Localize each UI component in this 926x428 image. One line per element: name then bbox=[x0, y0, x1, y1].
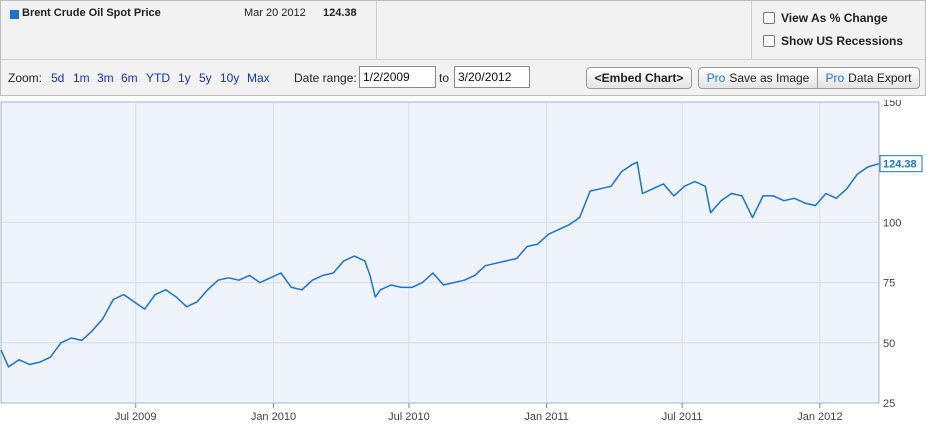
zoom-5y-link[interactable]: 5y bbox=[199, 71, 212, 85]
x-tick-label: Jul 2009 bbox=[115, 411, 157, 423]
pro-tag: Pro bbox=[825, 71, 845, 85]
date-range-label: Date range: bbox=[294, 71, 357, 85]
data-export-label: Data Export bbox=[848, 71, 912, 85]
data-export-button[interactable]: Pro Data Export bbox=[817, 67, 920, 89]
zoom-6m-link[interactable]: 6m bbox=[121, 71, 138, 85]
zoom-row: Zoom: 5d 1m 3m 6m YTD 1y 5y 10y Max Date… bbox=[1, 59, 926, 96]
zoom-1y-link[interactable]: 1y bbox=[178, 71, 191, 85]
y-tick-label: 100 bbox=[883, 217, 901, 229]
plot-area bbox=[0, 101, 880, 404]
series-color-swatch bbox=[10, 10, 19, 19]
zoom-label: Zoom: bbox=[8, 71, 43, 85]
save-as-image-button[interactable]: Pro Save as Image bbox=[698, 67, 818, 89]
zoom-max-link[interactable]: Max bbox=[247, 71, 270, 85]
series-last-value: 124.38 bbox=[323, 7, 357, 19]
view-pct-change-checkbox[interactable] bbox=[763, 12, 775, 24]
x-tick-label: Jul 2010 bbox=[388, 411, 430, 423]
show-recessions-option[interactable]: Show US Recessions bbox=[763, 34, 903, 48]
start-date-input[interactable] bbox=[359, 66, 436, 88]
show-recessions-checkbox[interactable] bbox=[763, 35, 775, 47]
x-tick-label: Jan 2010 bbox=[251, 411, 296, 423]
end-date-input[interactable] bbox=[454, 66, 530, 88]
x-tick-label: Jan 2012 bbox=[797, 411, 842, 423]
chart-toolbar: Brent Crude Oil Spot Price Mar 20 2012 1… bbox=[0, 0, 926, 96]
pro-tag: Pro bbox=[706, 71, 726, 85]
save-as-image-label: Save as Image bbox=[729, 71, 810, 85]
show-recessions-label: Show US Recessions bbox=[781, 34, 904, 48]
series-last-date: Mar 20 2012 bbox=[244, 7, 306, 19]
view-pct-change-option[interactable]: View As % Change bbox=[763, 11, 888, 25]
price-chart[interactable]: 25 50 75 100 150 Jul 2009 Jan 2010 Jul 2010 Jan … bbox=[0, 100, 926, 428]
y-tick-label: 50 bbox=[883, 338, 895, 350]
price-series-line bbox=[0, 161, 880, 368]
last-value-box bbox=[879, 155, 923, 173]
view-pct-change-label: View As % Change bbox=[781, 11, 888, 25]
x-tick-label: Jan 2011 bbox=[524, 411, 568, 423]
series-info: Brent Crude Oil Spot Price Mar 20 2012 1… bbox=[1, 1, 377, 59]
zoom-3m-link[interactable]: 3m bbox=[97, 71, 114, 85]
y-tick-label: 75 bbox=[883, 278, 895, 290]
embed-chart-button[interactable]: <Embed Chart> bbox=[586, 67, 692, 89]
zoom-5d-link[interactable]: 5d bbox=[51, 71, 65, 85]
series-name: Brent Crude Oil Spot Price bbox=[22, 7, 161, 19]
y-tick-label: 150 bbox=[883, 100, 901, 109]
zoom-10y-link[interactable]: 10y bbox=[220, 71, 240, 85]
to-label: to bbox=[439, 71, 450, 85]
zoom-ytd-link[interactable]: YTD bbox=[146, 71, 170, 85]
chart-options: View As % Change Show US Recessions bbox=[751, 1, 926, 59]
x-tick-label: Jul 2011 bbox=[662, 411, 703, 423]
y-tick-label: 25 bbox=[883, 398, 895, 410]
last-value-label: 124.38 bbox=[883, 159, 917, 171]
zoom-1m-link[interactable]: 1m bbox=[73, 71, 90, 85]
